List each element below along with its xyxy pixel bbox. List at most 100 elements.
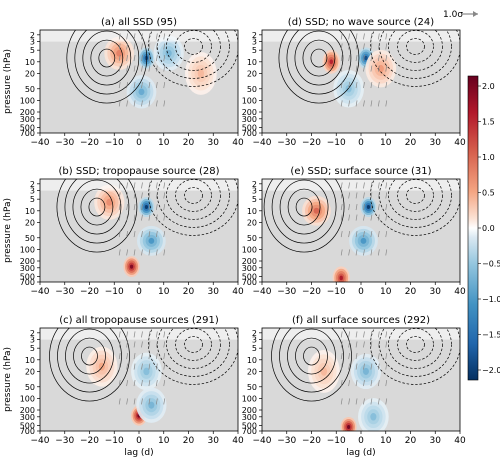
- wave-vector-arrow: [163, 81, 166, 89]
- x-tick-label: −40: [31, 138, 50, 148]
- wave-vector-arrow: [126, 341, 128, 348]
- wave-vector-arrow: [155, 230, 158, 238]
- wave-vector-arrow: [370, 341, 373, 348]
- wave-vector-arrow: [340, 65, 343, 72]
- wave-vector-arrow: [141, 398, 143, 405]
- wave-vector-arrow: [385, 54, 388, 62]
- colorbar-tick-label: −0.5: [482, 260, 500, 269]
- wave-vector-arrow: [355, 398, 358, 405]
- wave-vector-arrow: [370, 192, 373, 199]
- x-tick-label: −30: [55, 138, 74, 148]
- wave-vector-arrow: [126, 33, 128, 40]
- wave-vector-arrow: [340, 81, 343, 89]
- wave-vector-arrow: [348, 203, 350, 211]
- colorbar-tick-label: −1.0: [482, 295, 500, 304]
- wave-vector-arrow: [118, 182, 121, 189]
- wave-vector-arrow: [340, 352, 343, 360]
- wave-vector-arrow: [118, 214, 121, 221]
- wave-vector-arrow: [155, 398, 158, 405]
- wave-vector-arrow: [348, 100, 350, 107]
- x-axis-label: lag (d): [124, 448, 153, 458]
- heat-feature-negative: [144, 55, 149, 61]
- contour-negative: [406, 38, 425, 55]
- contour-negative: [406, 336, 425, 353]
- panel-e: −40 −30 −20 −10 0 10 20 30 40 235 10 20 50 100 2003005…: [242, 166, 466, 297]
- wave-vector-arrow: [363, 100, 365, 107]
- x-tick-label: −30: [277, 287, 296, 297]
- panel-title: (b) SSD; tropopause source (28): [59, 166, 220, 177]
- panel-field: [40, 179, 238, 282]
- contour-positive: [279, 179, 329, 235]
- wave-vector-arrow: [163, 54, 166, 62]
- contour-negative: [184, 38, 203, 55]
- x-tick-label: 0: [136, 436, 142, 446]
- heat-feature-negative: [345, 85, 352, 93]
- x-tick-label: 30: [430, 287, 442, 297]
- wave-vector-arrow: [163, 230, 166, 238]
- wave-vector-arrow: [370, 230, 373, 238]
- wave-vector-arrow: [163, 341, 166, 348]
- contour-positive: [73, 337, 106, 375]
- contour-negative: [166, 179, 221, 220]
- panel-field: [262, 328, 460, 431]
- contour-negative: [388, 179, 443, 220]
- wave-vector-arrow: [133, 33, 136, 40]
- y-tick-label: 200: [20, 108, 35, 117]
- wave-vector-arrow: [385, 65, 388, 72]
- wave-vector-arrow: [340, 203, 343, 211]
- x-tick-label: 0: [136, 287, 142, 297]
- wave-vector-arrow: [348, 65, 350, 72]
- y-tick-label: 50: [25, 85, 35, 94]
- wave-vector-arrow: [385, 331, 388, 338]
- x-tick-label: 40: [454, 436, 466, 446]
- y-tick-label: 10: [247, 356, 257, 365]
- wave-vector-arrow: [355, 43, 358, 50]
- wave-vector-arrow: [370, 81, 373, 89]
- x-tick-label: 10: [380, 287, 392, 297]
- contour-negative: [370, 30, 460, 87]
- contour-positive: [49, 328, 130, 402]
- wave-vector-arrow: [133, 65, 136, 72]
- wave-vector-arrow: [148, 54, 151, 62]
- wave-vector-arrow: [370, 100, 373, 107]
- heat-feature-positive: [329, 59, 334, 65]
- x-tick-label: 10: [158, 287, 170, 297]
- y-tick-label: 100: [20, 394, 35, 403]
- contour-negative: [157, 328, 230, 377]
- colorbar-tick-label: −1.5: [482, 331, 500, 340]
- wave-vector-arrow: [377, 81, 380, 89]
- wave-vector-arrow: [348, 341, 350, 348]
- wave-vector-arrow: [148, 352, 151, 360]
- wave-vector-arrow: [163, 214, 166, 221]
- wave-vector-arrow: [348, 81, 350, 89]
- wave-vector-arrow: [126, 81, 128, 89]
- wave-vector-arrow: [340, 43, 343, 50]
- heat-feature-positive: [339, 275, 343, 281]
- wave-vector-arrow: [155, 54, 158, 62]
- y-tick-label: 2: [30, 31, 35, 40]
- wave-vector-arrow: [155, 43, 158, 50]
- wave-vector-arrow: [148, 203, 151, 211]
- wave-vector-arrow: [363, 249, 365, 256]
- wave-vector-arrow: [355, 363, 358, 370]
- wave-vector-arrow: [377, 352, 380, 360]
- wave-vector-arrow: [141, 43, 143, 50]
- x-tick-label: −40: [31, 436, 50, 446]
- panel-b: −40 −30 −20 −10 0 10 20 30 40 235 10 20 50 100 2003005…: [3, 166, 244, 297]
- y-tick-label: 2: [30, 329, 35, 338]
- panel-field: [262, 30, 460, 133]
- x-tick-label: −10: [327, 287, 346, 297]
- wave-vector-arrow: [355, 341, 358, 348]
- x-tick-label: 20: [183, 287, 195, 297]
- wave-vector-arrow: [340, 331, 343, 338]
- wave-vector-arrow: [340, 249, 343, 256]
- contour-positive: [74, 30, 140, 95]
- x-tick-label: 20: [405, 138, 417, 148]
- contour-negative: [379, 328, 452, 377]
- wave-vector-arrow: [377, 203, 380, 211]
- wave-vector-arrow: [133, 54, 136, 62]
- y-tick-label: 500: [20, 123, 35, 132]
- wave-vector-arrow: [148, 81, 151, 89]
- x-tick-label: 30: [430, 138, 442, 148]
- wave-vector-arrow: [133, 249, 136, 256]
